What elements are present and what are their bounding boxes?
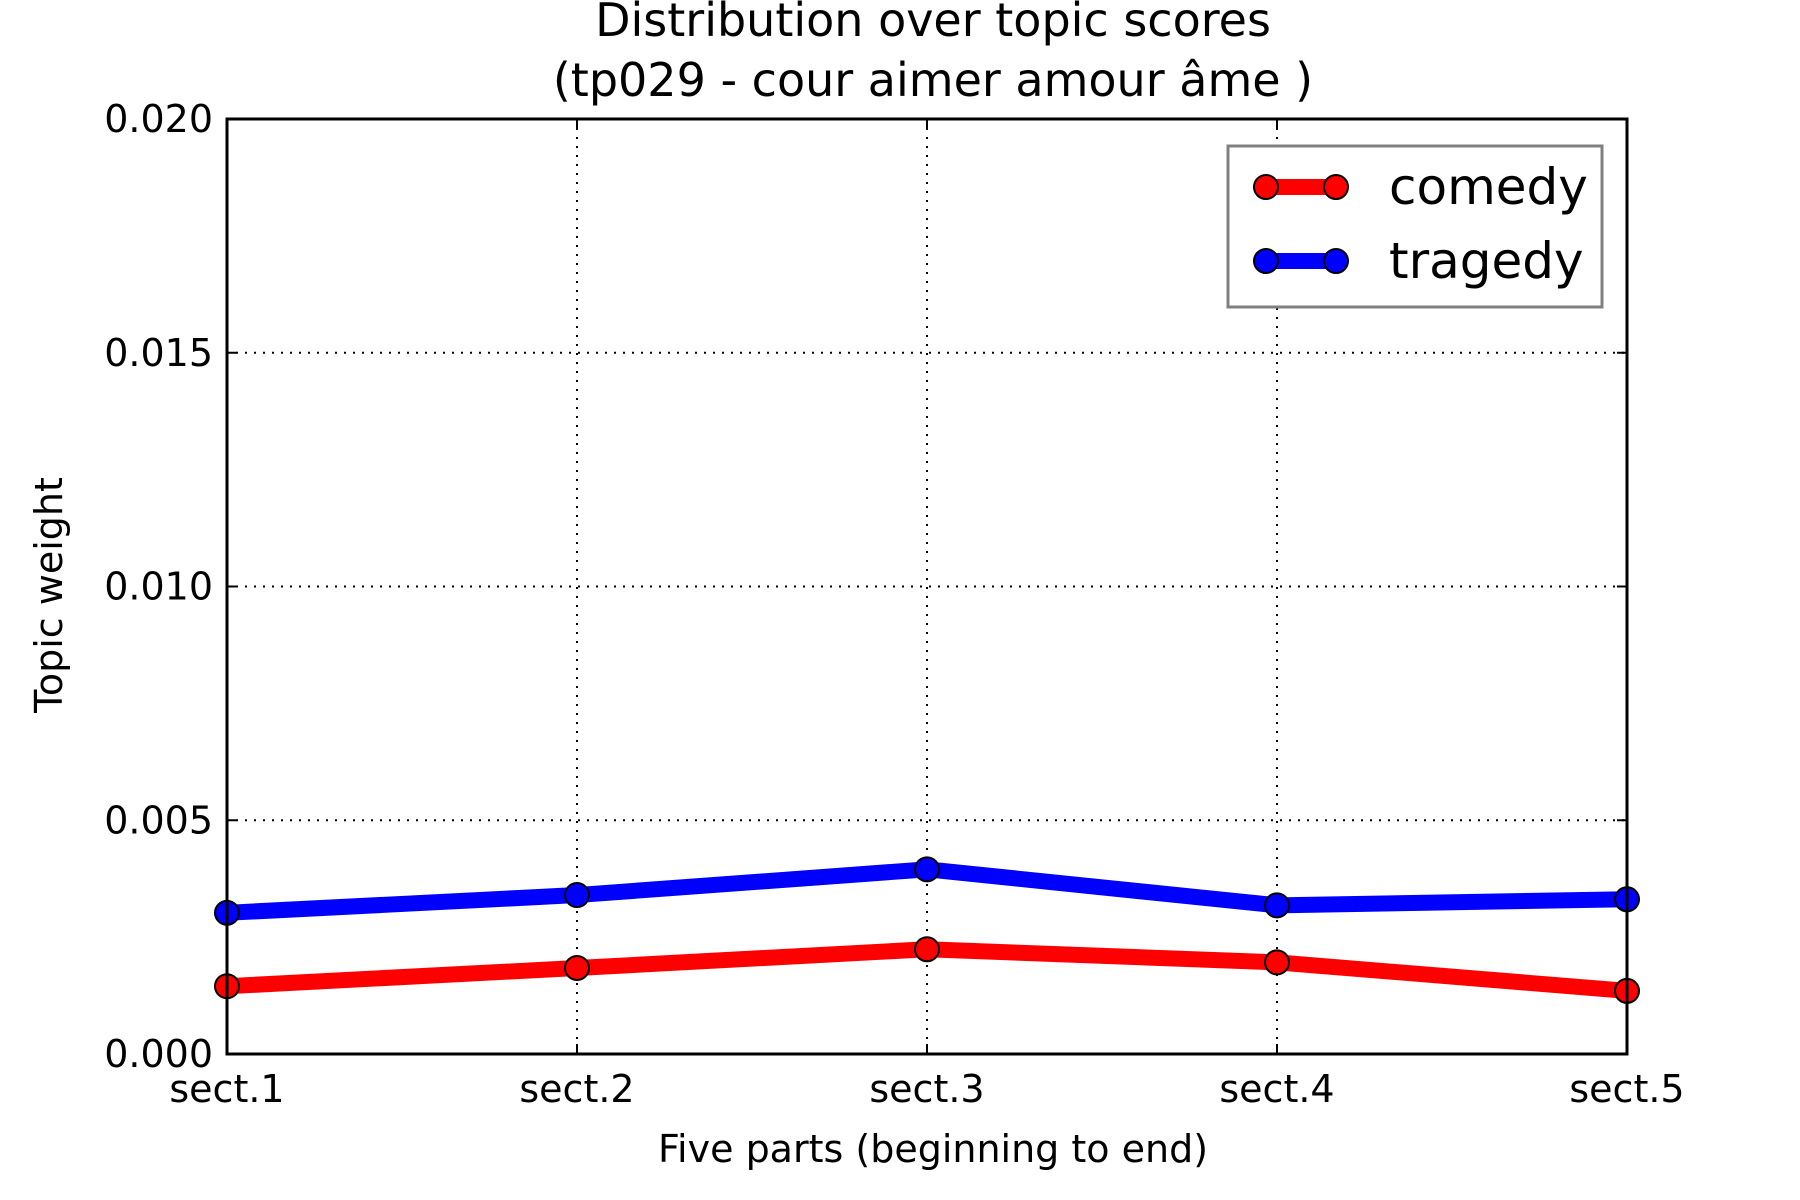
plot-frame	[225, 117, 1629, 1056]
y-tick-label: 0.010	[104, 565, 213, 609]
data-point	[564, 882, 590, 909]
chart-subtitle: (tp029 - cour aimer amour âme )	[553, 53, 1313, 107]
legend-label: comedy	[1389, 158, 1588, 216]
x-axis-label: Five parts (beginning to end)	[658, 1127, 1208, 1171]
data-point	[914, 936, 940, 963]
x-tick-label: sect.5	[1569, 1067, 1684, 1111]
tick-labels: sect.1 sect.2 sect.3 sect.4 sect.5 0.000 0.005…	[104, 97, 1684, 1111]
series-comedy	[214, 936, 1640, 1004]
legend-label: tragedy	[1389, 232, 1584, 290]
y-tick-label: 0.015	[104, 331, 213, 375]
data-point	[564, 954, 590, 981]
legend-item-tragedy: tragedy	[1253, 232, 1584, 290]
y-tick-label: 0.020	[104, 97, 213, 141]
legend-box	[1226, 144, 1604, 309]
y-tick-label: 0.000	[104, 1032, 213, 1076]
legend-marker	[1253, 174, 1279, 200]
x-tick-label: sect.3	[869, 1067, 984, 1111]
chart-title: Distribution over topic scores	[595, 0, 1271, 47]
data-point	[1264, 892, 1290, 919]
legend-marker	[1323, 174, 1349, 200]
legend-marker	[1253, 248, 1279, 274]
legend: comedy tragedy	[1226, 144, 1604, 309]
y-tick-label: 0.005	[104, 798, 213, 842]
y-axis-label: Topic weight	[27, 477, 71, 714]
legend-item-comedy: comedy	[1253, 158, 1588, 216]
x-tick-label: sect.4	[1219, 1067, 1334, 1111]
data-point	[914, 856, 940, 883]
data-point	[1264, 949, 1290, 976]
x-tick-label: sect.2	[519, 1067, 634, 1111]
legend-marker	[1323, 248, 1349, 274]
x-tick-label: sect.1	[169, 1067, 284, 1111]
